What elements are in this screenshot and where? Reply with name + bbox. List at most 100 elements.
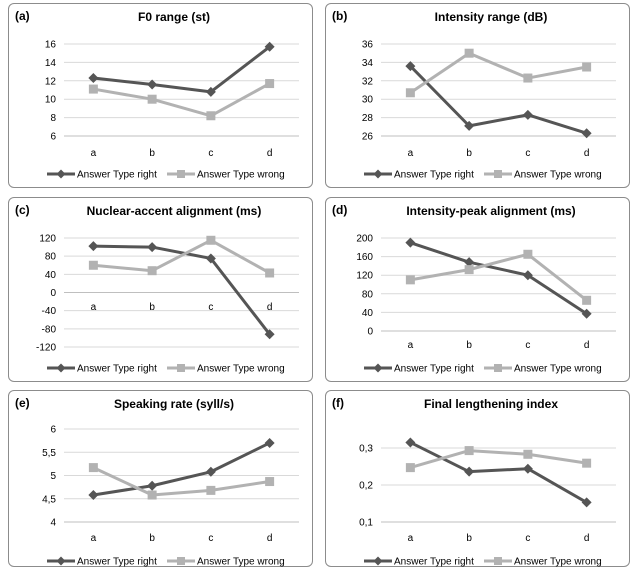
y-tick-label: 26 bbox=[362, 132, 374, 143]
data-point-wrong bbox=[265, 268, 275, 278]
x-tick-label: d bbox=[267, 302, 273, 313]
data-point-right bbox=[205, 86, 216, 97]
panel-letter: (f) bbox=[332, 396, 344, 410]
x-tick-label: d bbox=[267, 148, 273, 159]
x-tick-label: c bbox=[525, 533, 530, 544]
x-tick-label: d bbox=[267, 533, 273, 544]
data-point-wrong bbox=[147, 94, 157, 104]
legend-marker-wrong bbox=[494, 557, 502, 565]
data-point-wrong bbox=[88, 463, 98, 473]
data-point-right bbox=[581, 497, 592, 508]
x-tick-label: a bbox=[408, 340, 414, 351]
legend-label-right: Answer Type right bbox=[394, 170, 474, 181]
chart-title: Speaking rate (syll/s) bbox=[114, 397, 234, 411]
chart-title: F0 range (st) bbox=[138, 10, 210, 24]
y-tick-label: 16 bbox=[45, 40, 57, 51]
legend-label-wrong: Answer Type wrong bbox=[197, 557, 285, 568]
panel-letter: (a) bbox=[15, 9, 30, 23]
x-tick-label: b bbox=[149, 302, 155, 313]
chart-e: (e) Speaking rate (syll/s) 4 4,5 5 5,5 6 a b c d An… bbox=[15, 396, 299, 568]
legend-marker-wrong bbox=[494, 170, 502, 178]
data-point-right bbox=[581, 128, 592, 139]
x-tick-label: b bbox=[466, 340, 472, 351]
y-tick-label: 80 bbox=[45, 252, 57, 263]
data-point-wrong bbox=[265, 79, 275, 89]
data-point-right bbox=[464, 466, 475, 477]
x-tick-label: b bbox=[466, 533, 472, 544]
data-point-right bbox=[147, 242, 158, 253]
x-tick-label: c bbox=[208, 302, 213, 313]
panel-c: (c) Nuclear-accent alignment (ms) -120 -80 -… bbox=[8, 197, 313, 382]
y-tick-label: 12 bbox=[45, 76, 57, 87]
series-line-wrong bbox=[410, 252, 588, 302]
data-point-wrong bbox=[147, 490, 157, 500]
data-point-right bbox=[264, 41, 275, 52]
series-line-wrong bbox=[92, 466, 270, 497]
x-tick-label: b bbox=[149, 148, 155, 159]
y-tick-label: 10 bbox=[45, 95, 57, 106]
legend-marker-wrong bbox=[177, 364, 185, 372]
panel-letter: (e) bbox=[15, 396, 30, 410]
x-tick-label: c bbox=[208, 148, 213, 159]
data-point-right bbox=[405, 437, 416, 448]
panel-e: (e) Speaking rate (syll/s) 4 4,5 5 5,5 6 a b c d An… bbox=[8, 390, 313, 568]
series-line-wrong bbox=[93, 82, 271, 118]
data-point-right bbox=[205, 253, 216, 264]
legend-marker-right bbox=[373, 363, 383, 373]
y-tick-label: 40 bbox=[45, 270, 57, 281]
data-point-right bbox=[522, 109, 533, 120]
chart-d: (d) Intensity-peak alignment (ms) 0 40 80 120… bbox=[332, 203, 616, 375]
y-tick-label: 5 bbox=[50, 471, 56, 482]
data-point-wrong bbox=[405, 275, 415, 285]
legend-label-right: Answer Type right bbox=[394, 364, 474, 375]
y-tick-label: 32 bbox=[362, 76, 374, 87]
chart-f: (f) Final lengthening index 0,1 0,2 0,3 a b c d A… bbox=[332, 396, 616, 568]
panel-b: (b) Intensity range (dB) 26 28 30 32 34 36 a b c d A… bbox=[325, 3, 630, 188]
data-point-wrong bbox=[206, 235, 216, 245]
y-tick-label: 0 bbox=[50, 288, 56, 299]
series-line-wrong bbox=[409, 449, 587, 470]
x-tick-label: d bbox=[584, 340, 590, 351]
y-tick-label: 0,2 bbox=[359, 481, 373, 492]
legend-label-wrong: Answer Type wrong bbox=[514, 557, 602, 568]
data-point-wrong bbox=[582, 62, 592, 72]
x-tick-label: d bbox=[584, 533, 590, 544]
chart-c: (c) Nuclear-accent alignment (ms) -120 -80 -… bbox=[15, 203, 299, 375]
chart-a: (a) F0 range (st) 6 8 10 12 14 16 a b c d Answer Typ… bbox=[15, 9, 299, 181]
data-point-right bbox=[88, 241, 99, 252]
y-tick-label: 4,5 bbox=[42, 494, 56, 505]
data-point-right bbox=[464, 120, 475, 131]
legend-label-right: Answer Type right bbox=[77, 170, 157, 181]
legend-marker-wrong bbox=[177, 557, 185, 565]
y-tick-label: 36 bbox=[362, 40, 374, 51]
panel-d: (d) Intensity-peak alignment (ms) 0 40 80 120… bbox=[325, 197, 630, 382]
data-point-wrong bbox=[464, 48, 474, 58]
data-point-wrong bbox=[582, 458, 592, 468]
y-tick-label: -120 bbox=[36, 343, 56, 354]
y-tick-label: 30 bbox=[362, 95, 374, 106]
series-line-right bbox=[93, 45, 271, 94]
data-point-right bbox=[147, 480, 158, 491]
data-point-wrong bbox=[405, 88, 415, 98]
data-point-right bbox=[264, 437, 275, 448]
legend-label-right: Answer Type right bbox=[394, 557, 474, 568]
x-tick-label: b bbox=[149, 533, 155, 544]
data-point-right bbox=[464, 257, 475, 268]
data-point-wrong bbox=[88, 84, 98, 94]
y-tick-label: 0 bbox=[367, 327, 373, 338]
y-tick-label: -40 bbox=[42, 306, 57, 317]
series-line-wrong bbox=[93, 238, 271, 275]
data-point-wrong bbox=[523, 249, 533, 259]
panel-letter: (d) bbox=[332, 203, 347, 217]
legend-label-wrong: Answer Type wrong bbox=[197, 364, 285, 375]
legend-label-right: Answer Type right bbox=[77, 557, 157, 568]
data-point-wrong bbox=[405, 463, 415, 473]
data-point-right bbox=[522, 463, 533, 474]
series-line-right bbox=[409, 65, 588, 135]
data-point-right bbox=[581, 308, 592, 319]
data-point-wrong bbox=[147, 266, 157, 276]
y-tick-label: 80 bbox=[362, 289, 374, 300]
data-point-right bbox=[405, 61, 416, 72]
series-line-right bbox=[93, 244, 271, 336]
